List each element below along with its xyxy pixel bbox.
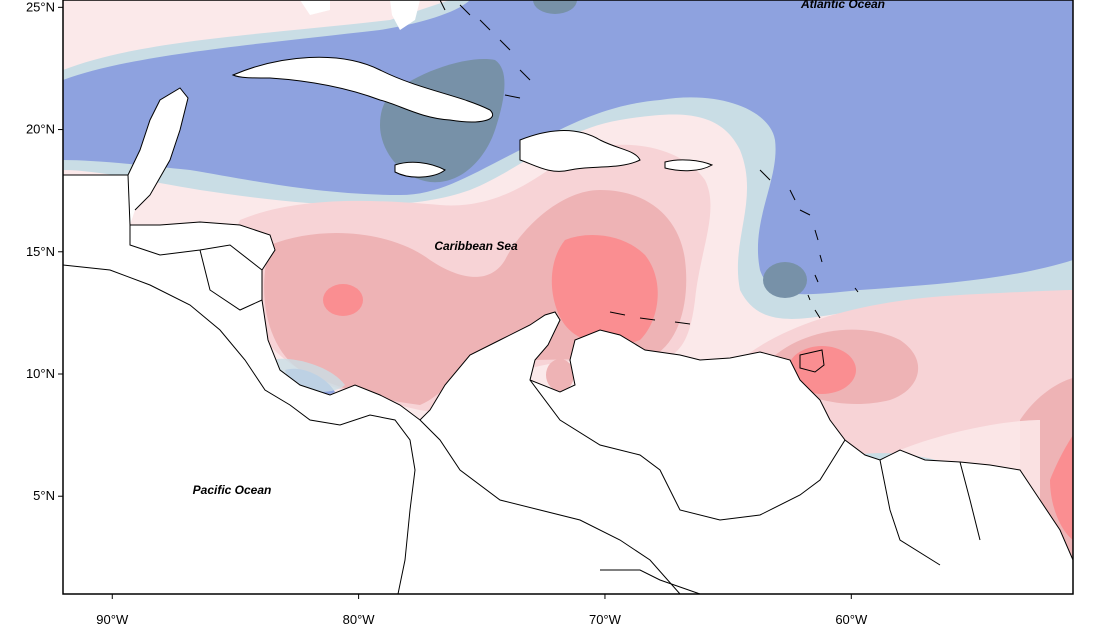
atlantic-ocean-label: Atlantic Ocean <box>800 0 885 11</box>
lon-tick-label: 80°W <box>343 612 376 627</box>
land-mask <box>63 0 1073 594</box>
plot-frame <box>62 0 1074 595</box>
lat-tick-label: 10°N <box>26 366 55 381</box>
lat-tick-label: 20°N <box>26 122 55 137</box>
lon-tick-label: 70°W <box>589 612 622 627</box>
lat-tick-label: 15°N <box>26 244 55 259</box>
lat-tick-label: 25°N <box>26 0 55 14</box>
caribbean-sea-label: Caribbean Sea <box>434 239 518 253</box>
coastlines <box>63 0 1073 594</box>
pacific-ocean-label: Pacific Ocean <box>193 483 272 497</box>
lon-tick-label: 90°W <box>96 612 129 627</box>
shaded-field <box>63 0 1073 594</box>
latitude-axis: 25°N 20°N 15°N 10°N 5°N <box>26 0 63 503</box>
lat-tick-label: 5°N <box>33 488 55 503</box>
lon-tick-label: 60°W <box>835 612 868 627</box>
longitude-axis: 90°W 80°W 70°W 60°W <box>96 594 868 627</box>
